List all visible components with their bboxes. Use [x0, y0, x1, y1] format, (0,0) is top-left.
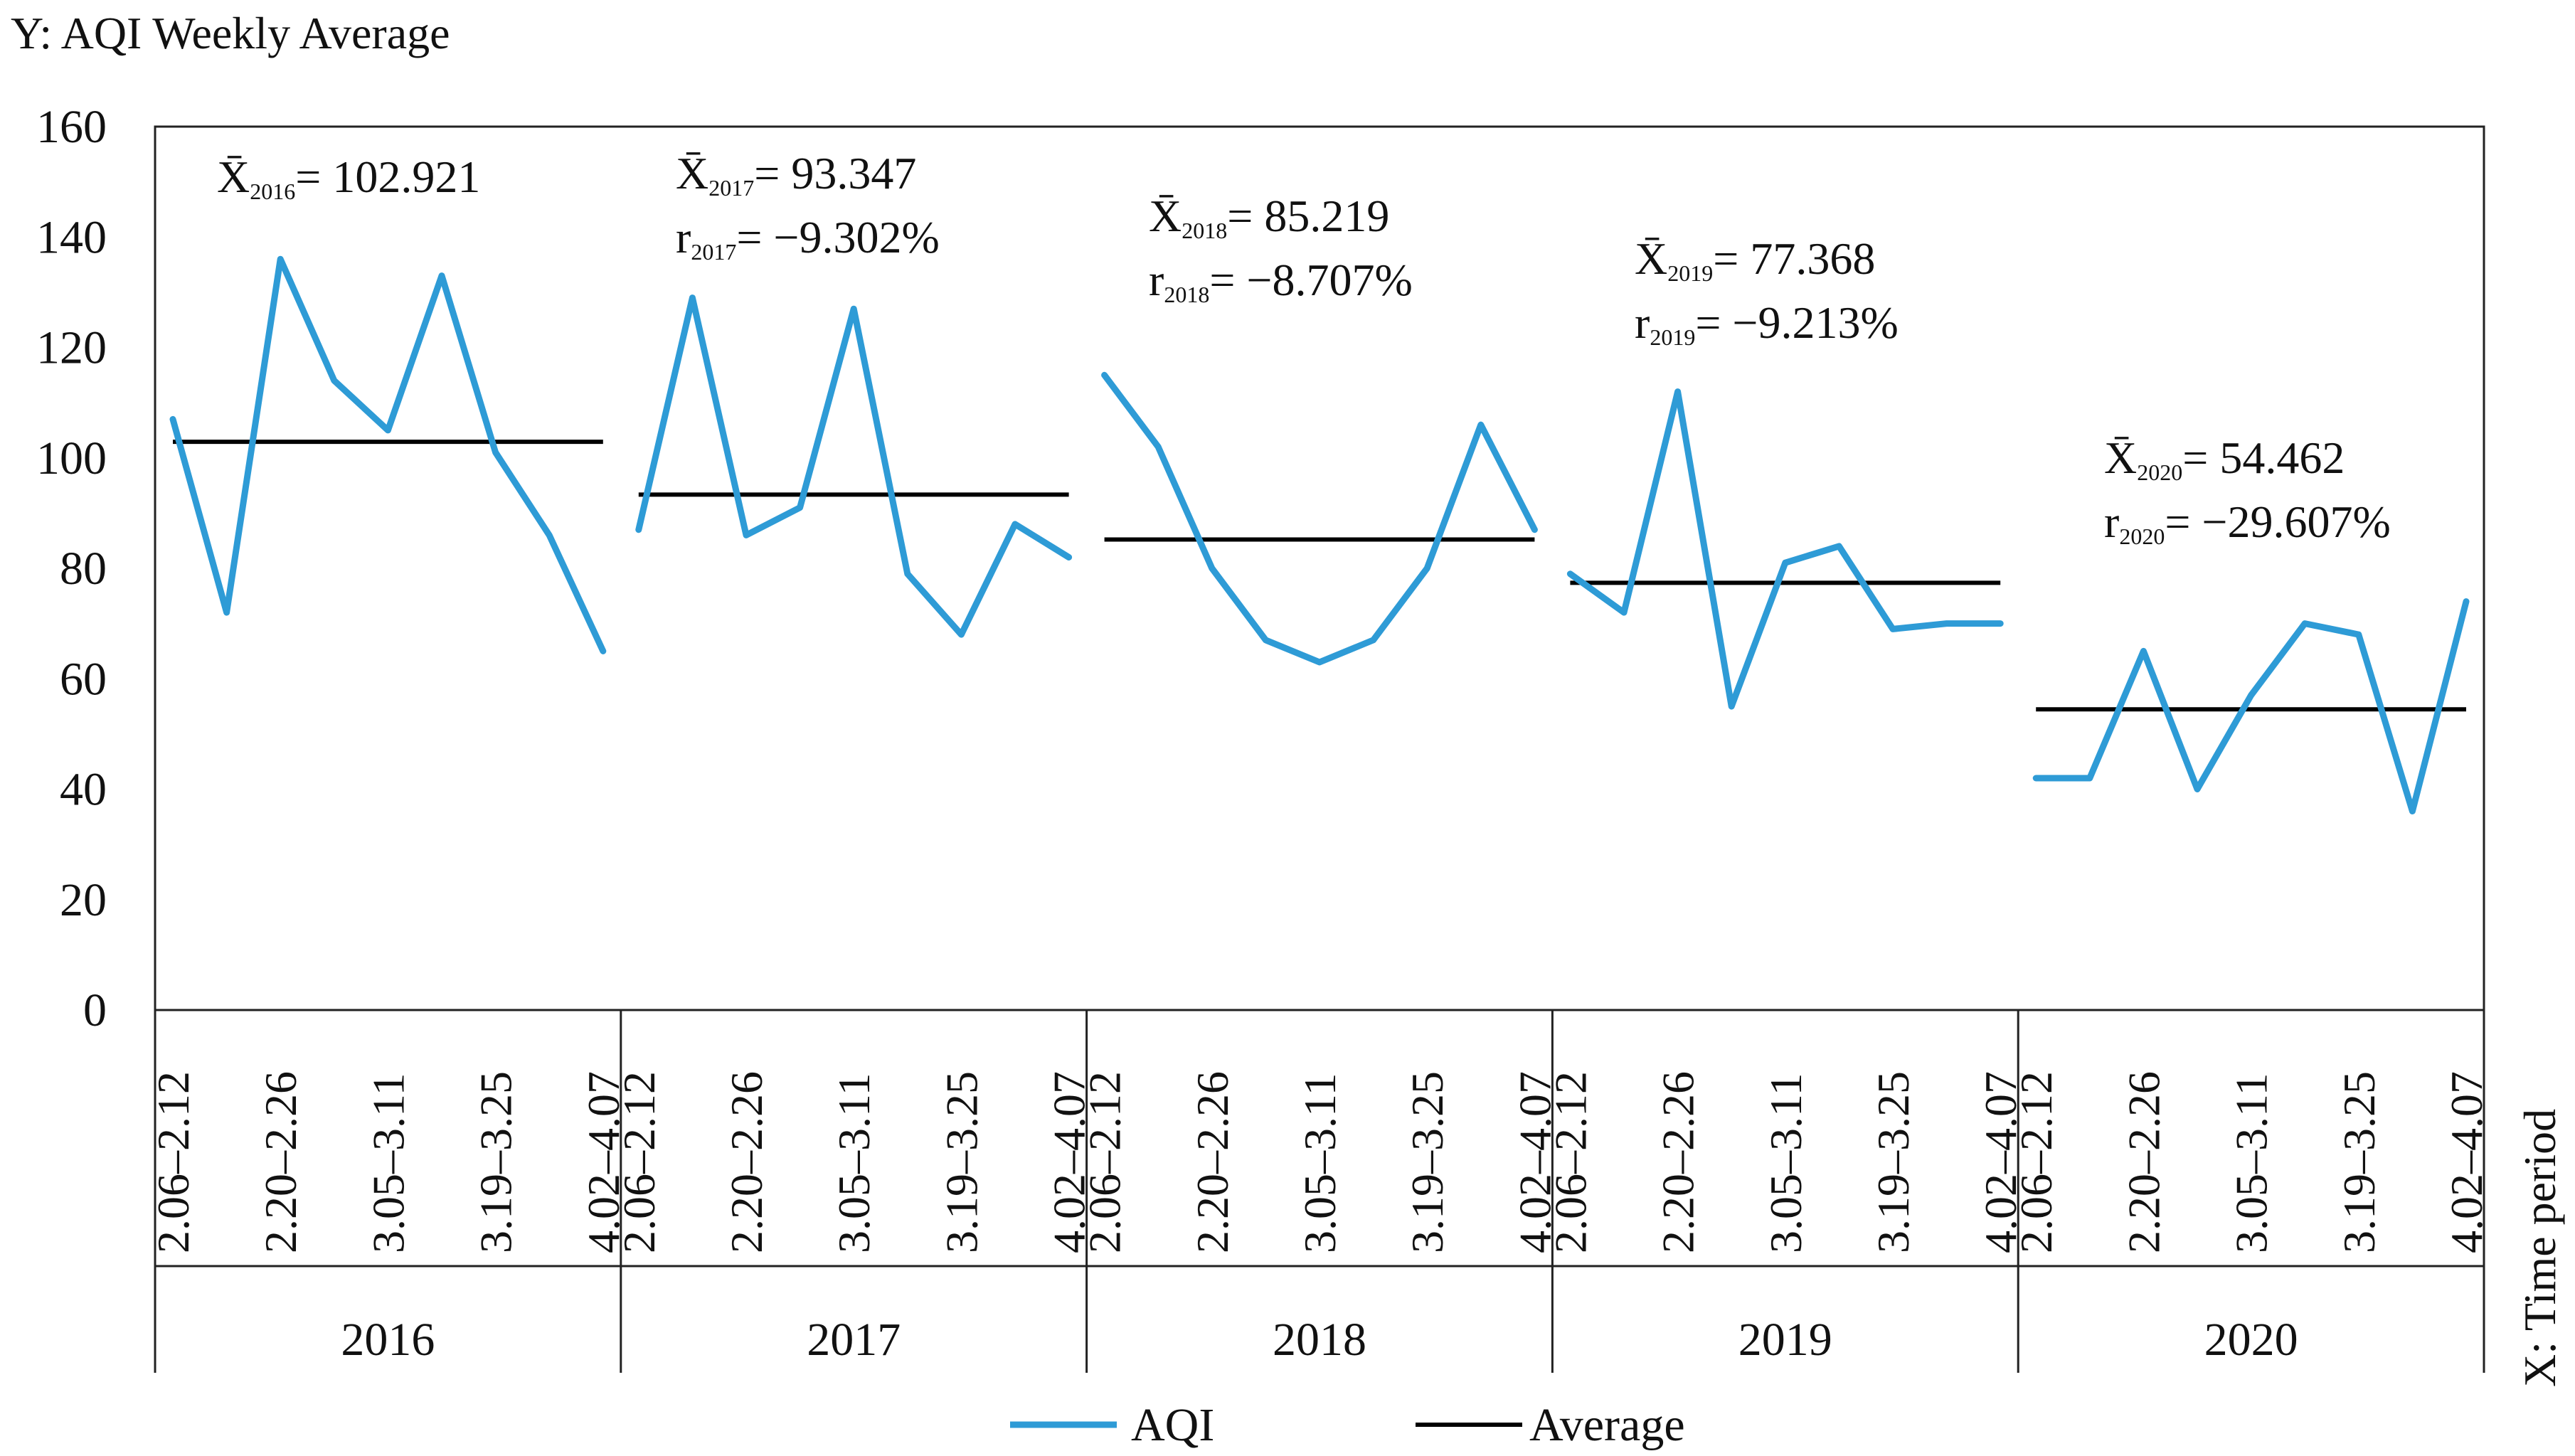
y-tick-label: 60 — [60, 653, 107, 705]
aqi-line-2017 — [635, 294, 1073, 638]
x-category-label: 2.20–2.26 — [1187, 1071, 1238, 1253]
x-category-label: 3.05–3.11 — [2226, 1073, 2277, 1253]
y-axis-ticks: 0 20 40 60 80 100 120 140 160 — [36, 101, 107, 1036]
y-tick-label: 120 — [36, 322, 107, 374]
x-category-label: 4.02–4.07 — [1975, 1071, 2026, 1253]
average-series — [173, 440, 2466, 712]
y-tick-label: 0 — [83, 984, 107, 1036]
x-category-label: 3.05–3.11 — [1761, 1073, 1811, 1253]
mean-annotation: X̄2019= 77.368 — [1635, 233, 1875, 286]
mean-annotation: X̄2016= 102.921 — [217, 152, 480, 204]
aqi-series — [169, 255, 2470, 814]
change-rate-annotation: r2018= −8.707% — [1149, 255, 1413, 307]
x-category-label: 3.05–3.11 — [829, 1073, 879, 1253]
x-category-label: 2.20–2.26 — [2118, 1071, 2169, 1253]
x-category-label: 2.06–2.12 — [148, 1071, 198, 1253]
x-category-label: 2.20–2.26 — [255, 1071, 306, 1253]
y-tick-label: 100 — [36, 432, 107, 484]
x-category-label: 2.06–2.12 — [2011, 1071, 2061, 1253]
y-tick-label: 40 — [60, 764, 107, 816]
aqi-line-2016 — [169, 255, 607, 654]
y-tick-label: 20 — [60, 874, 107, 926]
change-rate-annotation: r2017= −9.302% — [676, 212, 940, 265]
year-label: 2016 — [341, 1314, 435, 1366]
legend: AQI Average — [1010, 1399, 1685, 1451]
y-axis-title: Y: AQI Weekly Average — [11, 8, 450, 58]
y-tick-label: 160 — [36, 101, 107, 153]
x-category-label: 4.02–4.07 — [1044, 1071, 1095, 1253]
y-tick-label: 80 — [60, 543, 107, 595]
x-axis-categories: 2.06–2.12 2.20–2.26 3.05–3.11 3.19–3.25 4.02… — [148, 1071, 2492, 1366]
year-label: 2019 — [1738, 1314, 1832, 1366]
aqi-line-2018 — [1101, 371, 1538, 666]
x-category-label: 3.19–3.25 — [936, 1071, 987, 1253]
plot-border — [154, 125, 2485, 1011]
aqi-line-2020 — [2032, 598, 2470, 814]
plot-frame — [154, 125, 2485, 1373]
legend-label: AQI — [1131, 1399, 1214, 1451]
x-category-label: 2.06–2.12 — [614, 1071, 664, 1253]
x-category-label: 2.06–2.12 — [1080, 1071, 1130, 1253]
x-category-label: 2.20–2.26 — [721, 1071, 772, 1253]
year-label: 2020 — [2204, 1314, 2298, 1366]
year-annotations: X̄2016= 102.921 X̄2017= 93.347 r2017= −9.3… — [217, 148, 2391, 549]
legend-label: Average — [1529, 1399, 1685, 1451]
change-rate-annotation: r2019= −9.213% — [1635, 297, 1899, 350]
x-category-label: 3.05–3.11 — [1295, 1073, 1345, 1253]
change-rate-annotation: r2020= −29.607% — [2104, 496, 2391, 549]
x-category-label: 4.02–4.07 — [578, 1071, 629, 1253]
x-category-label: 3.19–3.25 — [471, 1071, 521, 1253]
aqi-line-2019 — [1566, 388, 2004, 710]
x-category-label: 3.19–3.25 — [1868, 1071, 1918, 1253]
x-category-label: 3.05–3.11 — [363, 1073, 413, 1253]
x-category-label: 2.20–2.26 — [1653, 1071, 1704, 1253]
year-label: 2017 — [807, 1314, 901, 1366]
x-axis-title: X: Time period — [2515, 1109, 2565, 1387]
year-label: 2018 — [1273, 1314, 1366, 1366]
x-category-label: 3.19–3.25 — [1402, 1071, 1453, 1253]
x-category-label: 4.02–4.07 — [1509, 1071, 1560, 1253]
mean-annotation: X̄2018= 85.219 — [1149, 191, 1389, 243]
x-category-label: 4.02–4.07 — [2441, 1071, 2492, 1253]
y-tick-label: 140 — [36, 211, 107, 263]
mean-annotation: X̄2020= 54.462 — [2104, 432, 2345, 485]
x-category-label: 3.19–3.25 — [2334, 1071, 2384, 1253]
mean-annotation: X̄2017= 93.347 — [676, 148, 916, 201]
x-category-label: 2.06–2.12 — [1545, 1071, 1596, 1253]
